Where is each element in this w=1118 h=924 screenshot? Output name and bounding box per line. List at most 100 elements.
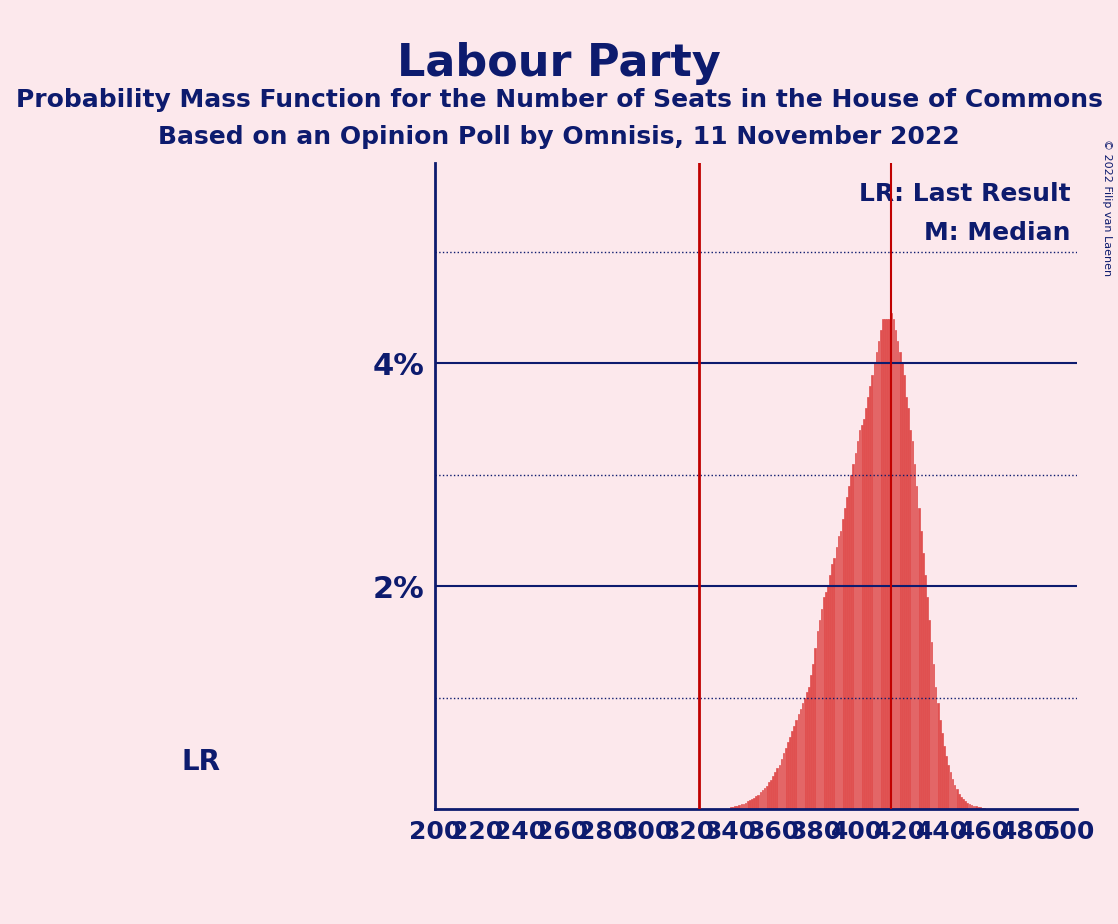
Bar	[861, 425, 863, 809]
Bar	[837, 536, 840, 809]
Bar	[916, 486, 918, 809]
Bar	[930, 642, 932, 809]
Bar	[922, 553, 923, 809]
Bar	[859, 431, 861, 809]
Bar	[789, 736, 790, 809]
Bar	[802, 703, 804, 809]
Bar	[868, 397, 869, 809]
Bar	[890, 313, 892, 809]
Bar	[937, 703, 938, 809]
Bar	[949, 772, 951, 809]
Bar	[909, 431, 911, 809]
Bar	[813, 664, 814, 809]
Bar	[808, 687, 809, 809]
Bar	[946, 756, 947, 809]
Bar	[827, 587, 828, 809]
Bar	[977, 807, 978, 809]
Bar	[749, 800, 750, 809]
Bar	[833, 558, 835, 809]
Bar	[730, 807, 731, 809]
Bar	[892, 319, 894, 809]
Bar	[806, 692, 807, 809]
Bar	[870, 385, 871, 809]
Bar	[954, 784, 956, 809]
Bar	[906, 397, 907, 809]
Bar	[794, 725, 795, 809]
Bar	[844, 508, 845, 809]
Bar	[799, 709, 802, 809]
Bar	[882, 319, 883, 809]
Text: Based on an Opinion Poll by Omnisis, 11 November 2022: Based on an Opinion Poll by Omnisis, 11 …	[158, 125, 960, 149]
Bar	[773, 776, 774, 809]
Bar	[816, 631, 818, 809]
Bar	[935, 687, 937, 809]
Bar	[863, 419, 864, 809]
Bar	[756, 796, 757, 809]
Bar	[792, 731, 793, 809]
Bar	[846, 497, 847, 809]
Bar	[939, 720, 940, 809]
Text: LR: LR	[182, 748, 221, 776]
Bar	[889, 319, 890, 809]
Bar	[783, 753, 785, 809]
Bar	[856, 442, 859, 809]
Bar	[840, 530, 842, 809]
Bar	[970, 805, 973, 809]
Text: © 2022 Filip van Laenen: © 2022 Filip van Laenen	[1102, 139, 1112, 275]
Bar	[751, 799, 752, 809]
Bar	[742, 804, 745, 809]
Bar	[849, 486, 850, 809]
Bar	[832, 564, 833, 809]
Bar	[830, 575, 831, 809]
Bar	[899, 352, 901, 809]
Bar	[925, 575, 926, 809]
Bar	[747, 801, 749, 809]
Bar	[823, 598, 825, 809]
Bar	[873, 363, 875, 809]
Bar	[821, 609, 823, 809]
Bar	[842, 519, 844, 809]
Bar	[966, 803, 968, 809]
Bar	[941, 734, 942, 809]
Bar	[835, 547, 837, 809]
Bar	[851, 475, 852, 809]
Bar	[960, 797, 961, 809]
Text: Labour Party: Labour Party	[397, 42, 721, 85]
Bar	[852, 464, 854, 809]
Bar	[811, 675, 812, 809]
Bar	[927, 598, 928, 809]
Bar	[825, 592, 826, 809]
Bar	[979, 807, 980, 809]
Bar	[897, 341, 899, 809]
Bar	[871, 374, 873, 809]
Bar	[947, 765, 949, 809]
Bar	[754, 798, 755, 809]
Bar	[951, 779, 954, 809]
Bar	[973, 806, 975, 809]
Bar	[968, 804, 970, 809]
Bar	[768, 783, 769, 809]
Bar	[740, 804, 742, 809]
Bar	[911, 442, 913, 809]
Bar	[903, 374, 904, 809]
Bar	[775, 772, 776, 809]
Bar	[787, 742, 788, 809]
Bar	[759, 793, 761, 809]
Bar	[913, 464, 916, 809]
Bar	[737, 806, 738, 809]
Bar	[932, 664, 935, 809]
Bar	[944, 746, 945, 809]
Bar	[797, 714, 799, 809]
Text: M: Median: M: Median	[925, 221, 1071, 245]
Bar	[918, 508, 919, 809]
Bar	[975, 806, 976, 809]
Text: Probability Mass Function for the Number of Seats in the House of Commons: Probability Mass Function for the Number…	[16, 88, 1102, 112]
Bar	[894, 330, 897, 809]
Bar	[766, 785, 768, 809]
Text: LR: Last Result: LR: Last Result	[859, 182, 1071, 206]
Bar	[854, 453, 856, 809]
Bar	[757, 795, 759, 809]
Bar	[814, 648, 816, 809]
Bar	[738, 805, 740, 809]
Bar	[770, 780, 771, 809]
